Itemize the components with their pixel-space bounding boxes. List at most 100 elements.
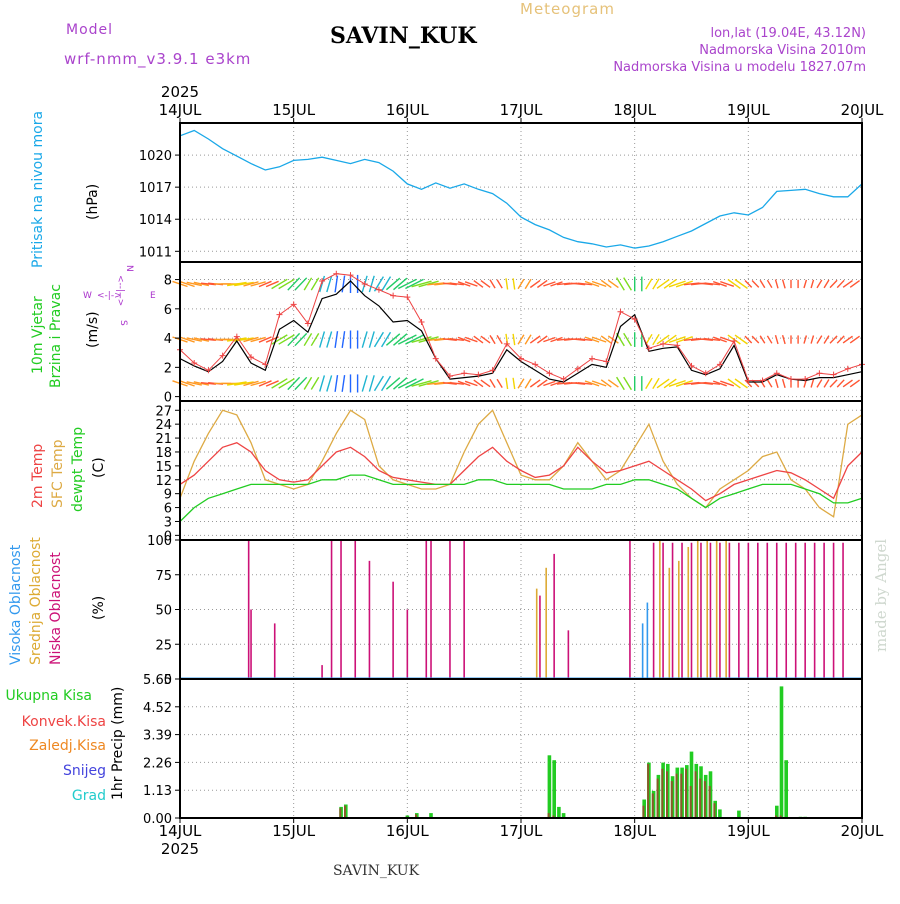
wind-gust-marker [446, 373, 453, 380]
wind-arrow [258, 336, 272, 343]
cloud-mid-label: Srednja Oblacnost [28, 537, 44, 665]
precip-conv-bar [552, 815, 555, 818]
wind-arrow [836, 279, 845, 289]
wind-gust-marker [461, 370, 468, 377]
wind-arrow [524, 378, 532, 389]
wind-arrow [529, 379, 541, 388]
wind-gust-marker [262, 361, 269, 368]
wind-arrow [287, 277, 301, 291]
wind-arrow [271, 278, 288, 290]
wind-arrow [543, 281, 556, 287]
wind-arrow [250, 281, 266, 287]
wind-arrow [556, 282, 571, 286]
day-label-top: 16JUL [386, 101, 429, 119]
day-label-bottom: 14JUL [159, 822, 202, 840]
wind-gust-marker [319, 278, 326, 285]
wind-arrow [577, 338, 593, 341]
wind-arrow [517, 378, 525, 389]
wind-arrow [397, 378, 417, 389]
precip-total-bar [718, 809, 722, 818]
wind-arrow [326, 375, 333, 392]
y-tick-label: 1.13 [143, 784, 172, 799]
day-label-bottom: 20JUL [841, 822, 884, 840]
precip-legend-total: Ukupna Kisa [5, 688, 92, 704]
wind-arrow [243, 336, 259, 343]
wind-arrow [600, 335, 612, 344]
wind-arrow [849, 280, 861, 288]
wind-arrow [265, 380, 279, 387]
wind-arrow [473, 280, 484, 288]
lonlat-label: lon,lat (19.04E, 43.12N) [710, 26, 866, 41]
wind-arrow [450, 382, 464, 385]
wind-arrow [577, 382, 593, 385]
wind-arrow [543, 380, 556, 387]
compass-e: E [150, 291, 156, 301]
precip-legend-hail: Grad [72, 788, 106, 804]
pressure-label: Pritisak na nivou mora [30, 111, 46, 268]
y-tick-label: 0 [164, 673, 172, 688]
wind-arrow [705, 338, 721, 341]
wind-arrow [759, 335, 766, 344]
y-tick-label: 12 [155, 474, 172, 489]
model-name: wrf-nmm_v3.9.1 e3km [64, 50, 251, 69]
wind-arrow [734, 278, 748, 289]
wind-arrow [480, 379, 491, 388]
wind-arrow [652, 377, 660, 390]
wind-arrow [529, 335, 541, 344]
wind-gust-marker [844, 365, 851, 372]
wind-arrow [450, 282, 464, 286]
wind-arrow [652, 278, 660, 290]
precip-total-bar [775, 805, 779, 818]
y-tick-label: 1020 [139, 149, 172, 164]
wind-arrow [234, 381, 254, 386]
y-tick-label: 8 [164, 274, 172, 289]
wind-arrow [457, 380, 471, 387]
wind-arrow [751, 335, 760, 344]
wind-arrow [385, 377, 401, 390]
precip-total-bar [784, 760, 788, 818]
wind-arrow [810, 335, 815, 344]
wind-arrow [505, 278, 509, 290]
wind-arrow [591, 380, 607, 387]
wind-arrow [705, 382, 721, 385]
wind-arrow [200, 282, 216, 286]
wind-arrow [781, 279, 786, 289]
wind-arrow [397, 334, 417, 345]
precip-total-bar [737, 810, 741, 818]
wind-gust-marker [191, 359, 198, 366]
meteogram-title: Meteogram [520, 0, 615, 18]
wind-arrow [278, 334, 295, 345]
y-tick-label: 3.39 [143, 729, 172, 744]
precip-conv-bar [415, 814, 417, 818]
precip-total-bar [779, 686, 784, 818]
precip-unit: 1hr Precip (mm) [110, 687, 126, 800]
wind-gust-marker [518, 355, 524, 362]
wind-arrow [496, 378, 503, 388]
y-tick-label: 75 [155, 569, 172, 584]
wind-gust-marker [248, 354, 255, 361]
wind-gust-marker [773, 370, 780, 377]
wind-arrow [334, 375, 339, 392]
precip-conv-bar [651, 793, 654, 818]
day-label-top: 18JUL [613, 101, 656, 119]
wind-arrow [683, 381, 700, 385]
pressure-line [179, 129, 863, 249]
wind-gust-marker [333, 270, 340, 277]
wind-arrow [570, 282, 586, 286]
wind-arrow [744, 280, 753, 288]
wind-arrow [427, 381, 445, 385]
wind-arrow [829, 379, 838, 388]
wind-arrow [584, 380, 600, 387]
wind-arrow [712, 380, 727, 387]
t2m-label: 2m Temp [30, 444, 46, 508]
wind-arrow [341, 331, 346, 348]
precip-conv-bar [775, 815, 777, 818]
wind-arrow [623, 376, 632, 391]
wind-arrow [505, 333, 509, 346]
wind-arrow [294, 376, 308, 391]
wind-gust-marker [347, 272, 354, 279]
wind-arrow [810, 379, 815, 388]
y-tick-label: 18 [155, 446, 172, 461]
precip-total-bar [405, 815, 410, 818]
